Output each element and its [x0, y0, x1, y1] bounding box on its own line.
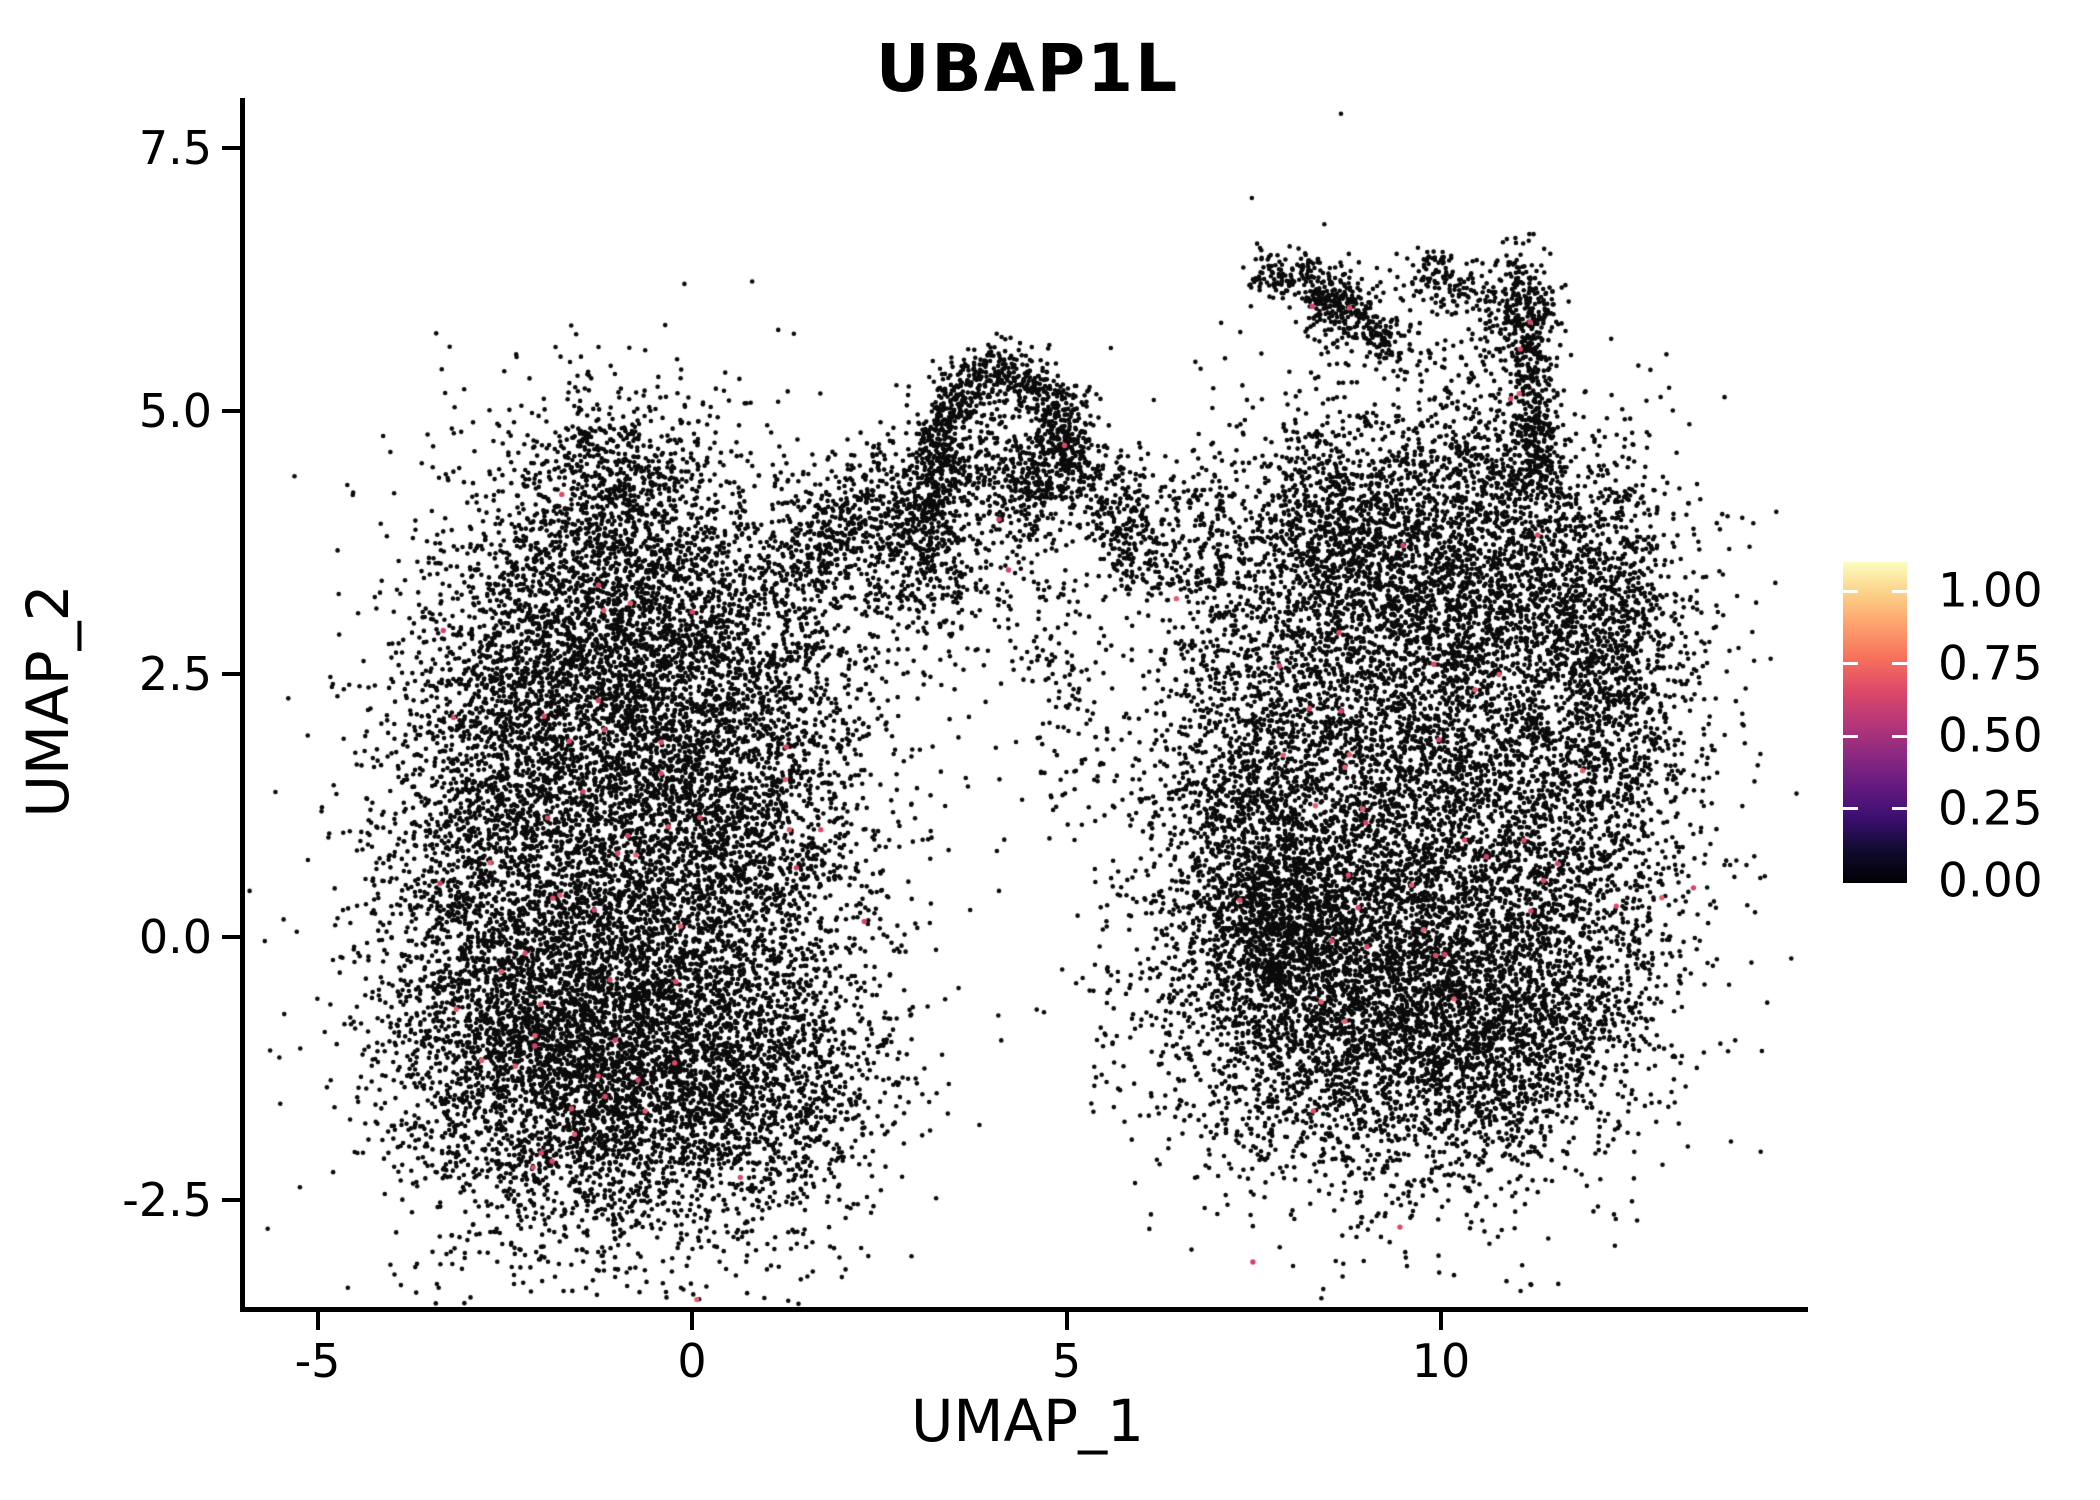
colorbar-tick-label: 0.50 [1938, 708, 2043, 764]
x-tick-label: 5 [1051, 1334, 1082, 1388]
colorbar-tick-label: 0.25 [1938, 781, 2043, 836]
x-tick-mark [1064, 1312, 1069, 1330]
y-tick-label: -2.5 [122, 1173, 212, 1227]
y-tick-label: 7.5 [138, 121, 212, 175]
colorbar-tick-mark [1892, 734, 1907, 738]
y-tick-label: 5.0 [138, 384, 212, 438]
x-tick-label: -5 [294, 1334, 341, 1388]
y-axis-line [240, 98, 245, 1312]
y-tick-label: 0.0 [138, 910, 212, 964]
x-tick-mark [315, 1312, 320, 1330]
colorbar-tick-mark [1892, 662, 1907, 665]
x-axis-line [240, 1307, 1808, 1312]
colorbar-tick-mark [1843, 662, 1858, 665]
colorbar-gradient [1843, 562, 1907, 883]
colorbar-tick-label: 0.75 [1938, 636, 2043, 691]
x-tick-label: 0 [677, 1334, 707, 1388]
y-tick-mark [222, 935, 240, 939]
x-tick-mark [1439, 1312, 1443, 1330]
x-tick-mark [690, 1312, 694, 1330]
x-axis-title: UMAP_1 [910, 1387, 1145, 1455]
colorbar-tick-label: 0.00 [1938, 853, 2043, 909]
colorbar-tick-mark [1843, 734, 1858, 738]
y-tick-mark [222, 146, 240, 150]
colorbar-tick-mark [1892, 589, 1907, 593]
y-axis-title: UMAP_2 [14, 584, 82, 818]
colorbar-tick-mark [1843, 807, 1858, 810]
colorbar-tick-mark [1892, 807, 1907, 810]
y-tick-mark [222, 1198, 240, 1202]
colorbar-tick-mark [1843, 589, 1858, 593]
y-tick-mark [222, 672, 240, 676]
y-tick-mark [222, 409, 240, 413]
x-tick-label: 10 [1411, 1334, 1471, 1388]
y-tick-label: 2.5 [138, 647, 212, 701]
colorbar-tick-label: 1.00 [1938, 563, 2043, 619]
plot-title: UBAP1L [875, 30, 1180, 107]
